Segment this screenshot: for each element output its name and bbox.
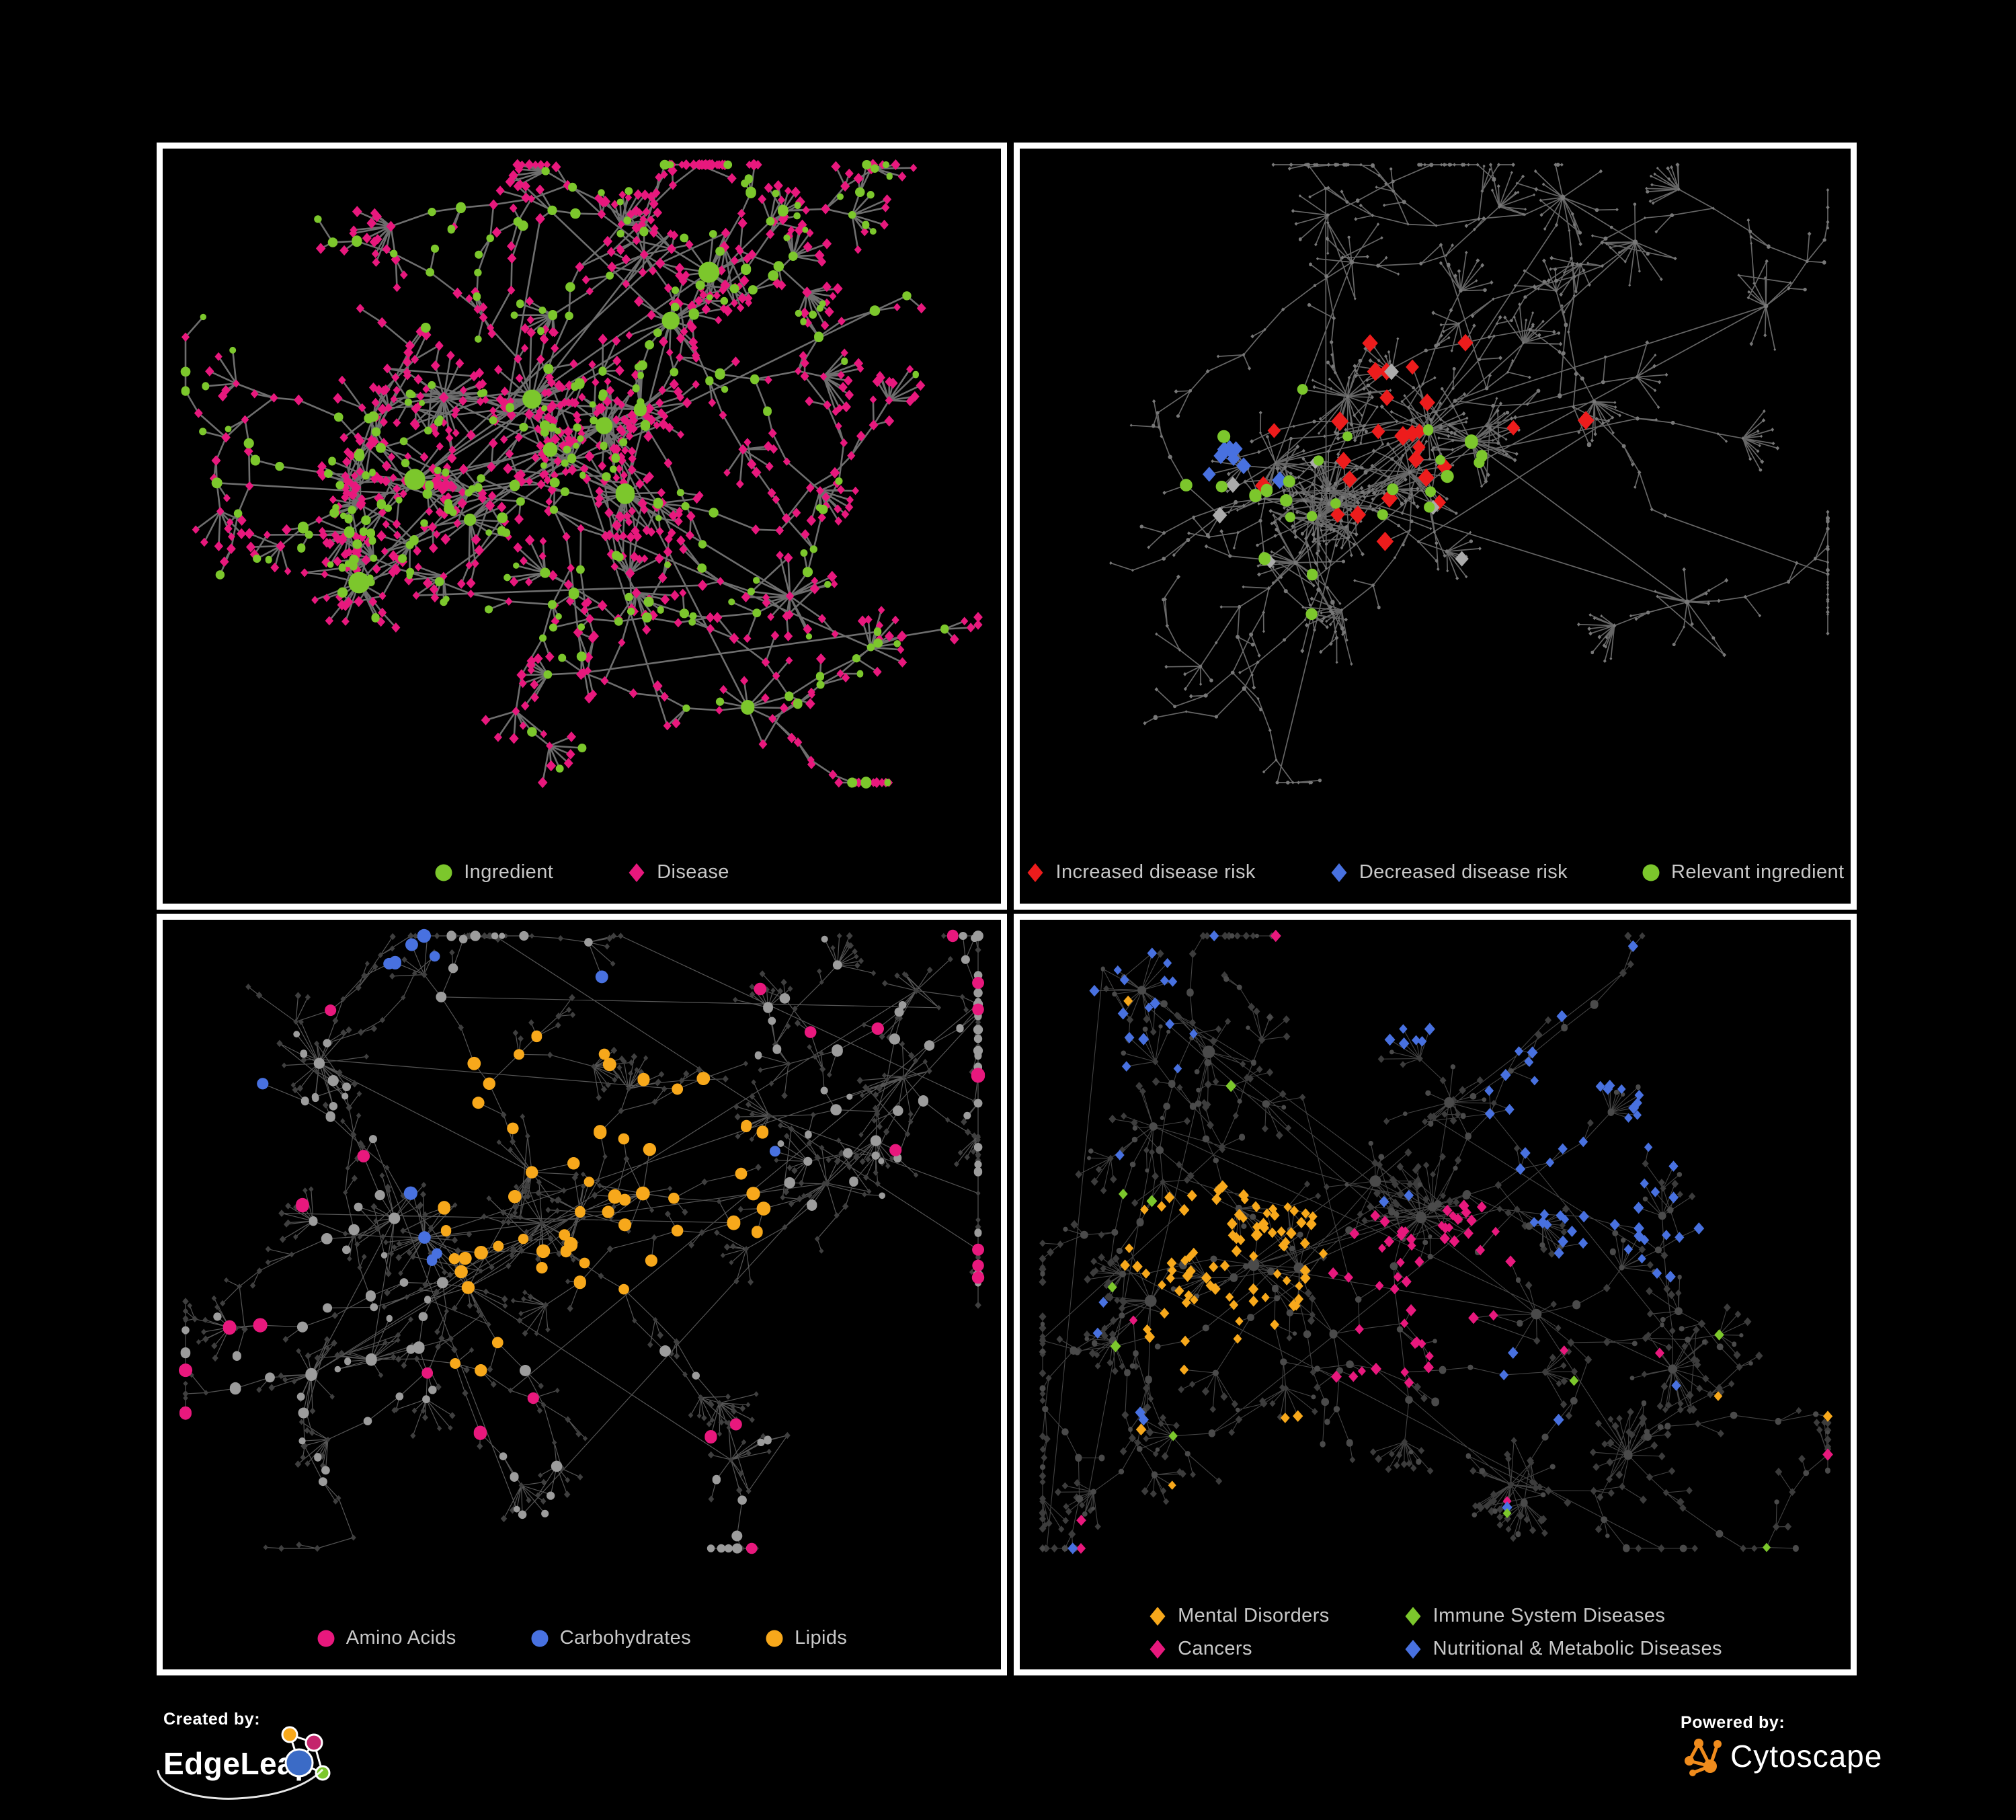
network-edges	[1111, 164, 1828, 783]
legend-label: Ingredient	[464, 861, 554, 883]
legend-marker-diamond-icon	[1150, 1639, 1166, 1659]
legend-label: Increased disease risk	[1055, 861, 1256, 883]
edgeleap-logo-row: EdgeLeap	[157, 1726, 486, 1801]
legend-marker-diamond-icon	[629, 863, 645, 882]
legend-label: Nutritional & Metabolic Diseases	[1433, 1638, 1722, 1659]
legend-item: Relevant ingredient	[1642, 861, 1844, 883]
network-graph-ingredient-classes	[179, 928, 985, 1554]
legend-label: Mental Disorders	[1178, 1605, 1330, 1626]
cytoscape-wordmark: Cytoscape	[1730, 1739, 1883, 1774]
network-graph-disease-risk	[1109, 162, 1830, 785]
legend-label: Relevant ingredient	[1671, 861, 1845, 883]
legend-item: Ingredient	[434, 861, 553, 883]
legend-label: Amino Acids	[346, 1627, 456, 1649]
highlight-nodes-0	[1120, 1180, 1328, 1375]
panel-ingredient-classes: Amino Acids Carbohydrates Lipids	[157, 914, 1007, 1675]
legend-item: Nutritional & Metabolic Diseases	[1404, 1638, 1722, 1660]
edgeleap-network-icon	[281, 1726, 331, 1781]
network-graph-ingredient-disease	[180, 159, 983, 789]
legend-marker-circle-icon	[435, 864, 452, 881]
legend-item: Decreased disease risk	[1330, 861, 1568, 883]
cytoscape-branding: Powered by: Cytoscape	[1681, 1713, 1882, 1777]
legend-marker-circle-icon	[317, 1630, 335, 1647]
legend-label: Cancers	[1178, 1638, 1252, 1659]
legend-item: Lipids	[765, 1627, 847, 1649]
legend-disease-classes: Mental Disorders Immune System Diseases Ca…	[1020, 1605, 1851, 1660]
created-by-label: Created by:	[163, 1710, 261, 1729]
panel-ingredient-disease: Ingredient Disease	[157, 143, 1007, 910]
legend-marker-diamond-icon	[1027, 863, 1043, 882]
panel-disease-classes: Mental Disorders Immune System Diseases Ca…	[1014, 914, 1857, 1675]
highlight-nodes-1	[1202, 440, 1288, 502]
legend-item: Amino Acids	[317, 1627, 456, 1649]
legend-label: Decreased disease risk	[1359, 861, 1568, 883]
legend-marker-circle-icon	[531, 1630, 549, 1647]
legend-item: Mental Disorders	[1148, 1605, 1330, 1627]
edgeleap-swoosh	[157, 1768, 324, 1800]
legend-marker-diamond-icon	[1405, 1606, 1421, 1626]
legend-item: Disease	[627, 861, 729, 883]
legend-marker-circle-icon	[1642, 864, 1660, 881]
legend-disease-risk: Increased disease risk Decreased disease …	[1020, 861, 1851, 883]
legend-label: Immune System Diseases	[1433, 1605, 1666, 1626]
network-graph-disease-classes	[1039, 929, 1833, 1554]
legend-item: Cancers	[1148, 1638, 1252, 1660]
highlight-nodes-0	[438, 1030, 771, 1377]
legend-label: Disease	[657, 861, 729, 883]
legend-marker-diamond-icon	[1405, 1639, 1421, 1659]
base-circle-nodes	[1039, 933, 1830, 1552]
legend-item: Increased disease risk	[1026, 861, 1255, 883]
highlight-nodes-6	[1107, 1080, 1771, 1552]
legend-marker-circle-icon	[766, 1630, 783, 1647]
legend-item: Immune System Diseases	[1404, 1605, 1666, 1627]
highlight-nodes-3	[1123, 995, 1833, 1490]
legend-ingredient-disease: Ingredient Disease	[163, 861, 1001, 883]
panel-disease-risk: Increased disease risk Decreased disease …	[1014, 143, 1857, 910]
highlight-nodes-3	[1180, 384, 1488, 621]
legend-marker-diamond-icon	[1331, 863, 1347, 882]
legend-label: Lipids	[795, 1627, 848, 1649]
base-diamond-nodes	[1109, 162, 1830, 785]
powered-by-label: Powered by:	[1681, 1713, 1785, 1732]
edgeleap-branding: Created by: EdgeLeap	[157, 1710, 486, 1804]
legend-label: Carbohydrates	[559, 1627, 692, 1649]
cytoscape-icon	[1685, 1739, 1722, 1776]
legend-marker-diamond-icon	[1150, 1606, 1166, 1626]
highlight-nodes-5	[1067, 930, 1681, 1554]
base-diamond-nodes	[1039, 931, 1832, 1553]
highlight-nodes-1	[257, 928, 780, 1266]
legend-ingredient-classes: Amino Acids Carbohydrates Lipids	[163, 1627, 1001, 1649]
legend-item: Carbohydrates	[530, 1627, 691, 1649]
